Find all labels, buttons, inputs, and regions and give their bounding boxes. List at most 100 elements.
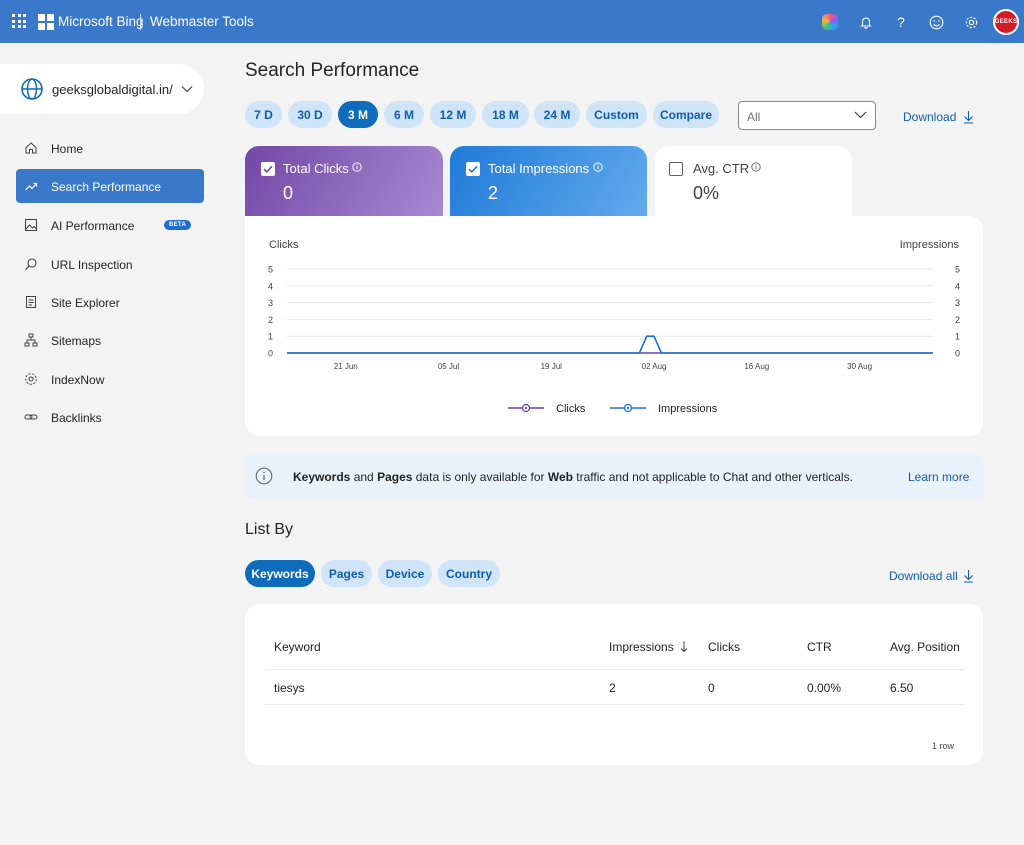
metric-card-impressions[interactable]: Total Impressions 2 bbox=[450, 146, 647, 218]
metric-card-ctr[interactable]: Avg. CTR 0% bbox=[655, 146, 852, 218]
sidebar-item-indexnow[interactable]: IndexNow bbox=[16, 362, 204, 396]
metric-label: Avg. CTR bbox=[693, 161, 750, 176]
x-tick-label: 16 Aug bbox=[744, 362, 769, 371]
legend-label: Clicks bbox=[556, 403, 586, 415]
y-tick-left: 5 bbox=[268, 265, 273, 275]
range-7d-button[interactable]: 7 D bbox=[245, 101, 282, 128]
tab-country[interactable]: Country bbox=[438, 560, 500, 587]
tab-pages[interactable]: Pages bbox=[321, 560, 372, 587]
sidebar-item-label: Home bbox=[51, 142, 84, 156]
download-arrow-icon bbox=[964, 570, 973, 583]
brand-name[interactable]: Microsoft Bing bbox=[58, 14, 144, 29]
help-icon[interactable]: ? bbox=[897, 14, 905, 30]
trend-icon bbox=[25, 182, 38, 191]
legend-item-impressions[interactable]: Impressions bbox=[610, 403, 718, 415]
range-18m-button[interactable]: 18 M bbox=[482, 101, 529, 128]
column-header-impressions[interactable]: Impressions bbox=[609, 640, 688, 654]
sort-descending-icon bbox=[680, 641, 688, 653]
range-24m-button[interactable]: 24 M bbox=[534, 101, 580, 128]
column-header-avg-position[interactable]: Avg. Position bbox=[890, 640, 960, 654]
range-12m-button[interactable]: 12 M bbox=[430, 101, 476, 128]
y-tick-right: 3 bbox=[955, 298, 960, 308]
sitemap-icon bbox=[24, 333, 38, 347]
site-name: geeksglobaldigital.in/ bbox=[52, 82, 173, 97]
filter-select[interactable]: All bbox=[738, 101, 876, 130]
site-selector[interactable]: geeksglobaldigital.in/ bbox=[0, 64, 204, 114]
y-tick-right: 4 bbox=[955, 281, 960, 291]
learn-more-link[interactable]: Learn more bbox=[908, 470, 970, 484]
metric-value: 0 bbox=[283, 183, 294, 203]
info-icon[interactable] bbox=[352, 162, 362, 172]
range-3m-button[interactable]: 3 M bbox=[338, 101, 378, 128]
x-tick-label: 21 Jun bbox=[334, 362, 358, 371]
sidebar-item-site-explorer[interactable]: Site Explorer bbox=[16, 285, 204, 319]
ctr-checkbox[interactable] bbox=[669, 162, 683, 176]
column-header-keyword[interactable]: Keyword bbox=[274, 640, 321, 654]
document-icon bbox=[26, 296, 36, 308]
copilot-icon[interactable] bbox=[822, 14, 838, 30]
sidebar-item-label: IndexNow bbox=[51, 373, 105, 387]
product-name[interactable]: Webmaster Tools bbox=[150, 14, 254, 29]
home-icon bbox=[25, 142, 37, 154]
y-axis-left-title: Clicks bbox=[269, 239, 299, 251]
cell-avg-position: 6.50 bbox=[890, 681, 914, 695]
chart-legend: Clicks Impressions bbox=[508, 403, 718, 415]
settings-gear-icon[interactable] bbox=[961, 12, 981, 32]
column-header-ctr[interactable]: CTR bbox=[807, 640, 832, 654]
legend-item-clicks[interactable]: Clicks bbox=[508, 403, 586, 415]
range-30d-button[interactable]: 30 D bbox=[288, 101, 332, 128]
notification-bell-icon[interactable] bbox=[856, 12, 876, 32]
cell-ctr: 0.00% bbox=[807, 681, 842, 695]
y-tick-right: 2 bbox=[955, 315, 960, 325]
legend-label: Impressions bbox=[658, 403, 718, 415]
metric-label: Total Impressions bbox=[488, 161, 590, 176]
sidebar-item-search-performance[interactable]: Search Performance bbox=[16, 169, 204, 203]
image-icon bbox=[25, 219, 37, 231]
filter-select-value: All bbox=[747, 110, 761, 124]
keywords-table: Keyword Impressions Clicks CTR Avg. Posi… bbox=[245, 604, 983, 765]
sidebar-item-url-inspection[interactable]: URL Inspection bbox=[16, 247, 204, 281]
sidebar-item-label: Sitemaps bbox=[51, 334, 102, 348]
column-header-clicks[interactable]: Clicks bbox=[708, 640, 740, 654]
range-custom-button[interactable]: Custom bbox=[586, 101, 647, 128]
series-line-impressions bbox=[287, 335, 933, 354]
download-all-button[interactable]: Download all bbox=[889, 569, 975, 585]
feedback-smiley-icon[interactable] bbox=[926, 12, 946, 32]
tab-device[interactable]: Device bbox=[378, 560, 432, 587]
beta-badge: BETA bbox=[164, 220, 192, 230]
y-tick-left: 4 bbox=[268, 281, 273, 291]
x-tick-label: 05 Jul bbox=[438, 362, 460, 371]
cell-keyword[interactable]: tiesys bbox=[274, 681, 305, 695]
header-divider bbox=[265, 669, 965, 670]
info-icon[interactable] bbox=[593, 162, 603, 172]
app-launcher-icon[interactable] bbox=[12, 14, 26, 28]
top-bar: Microsoft Bing Webmaster Tools ? GEEKS bbox=[0, 0, 1024, 43]
metric-card-clicks[interactable]: Total Clicks 0 bbox=[245, 146, 443, 218]
link-icon bbox=[24, 414, 38, 420]
range-6m-button[interactable]: 6 M bbox=[384, 101, 424, 128]
user-avatar[interactable]: GEEKS bbox=[993, 9, 1019, 35]
y-tick-left: 2 bbox=[268, 315, 273, 325]
metric-label: Total Clicks bbox=[283, 161, 349, 176]
sidebar-item-backlinks[interactable]: Backlinks bbox=[16, 400, 204, 434]
performance-chart: Clicks Impressions 0 1 2 3 4 5 0 1 2 3 4 5 21 Jun 0… bbox=[268, 239, 960, 415]
sidebar-item-ai-performance[interactable]: AI Performance BETA bbox=[16, 208, 204, 242]
row-divider bbox=[265, 704, 965, 705]
y-tick-right: 5 bbox=[955, 265, 960, 275]
download-arrow-icon bbox=[964, 111, 973, 124]
tab-keywords[interactable]: Keywords bbox=[245, 560, 315, 587]
sidebar-item-home[interactable]: Home bbox=[16, 131, 204, 165]
brand-divider bbox=[140, 14, 141, 30]
download-button[interactable]: Download bbox=[903, 110, 975, 126]
info-icon[interactable] bbox=[751, 162, 761, 172]
compare-button[interactable]: Compare bbox=[653, 101, 719, 128]
impressions-checkbox[interactable] bbox=[466, 162, 480, 176]
chevron-down-icon bbox=[854, 111, 867, 119]
sidebar-item-sitemaps[interactable]: Sitemaps bbox=[16, 323, 204, 357]
y-tick-right: 1 bbox=[955, 332, 960, 342]
checkmark-icon bbox=[468, 165, 478, 174]
clicks-checkbox[interactable] bbox=[261, 162, 275, 176]
notice-text: Keywords and Pages data is only availabl… bbox=[293, 470, 853, 484]
y-tick-left: 1 bbox=[268, 332, 273, 342]
x-tick-label: 19 Jul bbox=[541, 362, 563, 371]
